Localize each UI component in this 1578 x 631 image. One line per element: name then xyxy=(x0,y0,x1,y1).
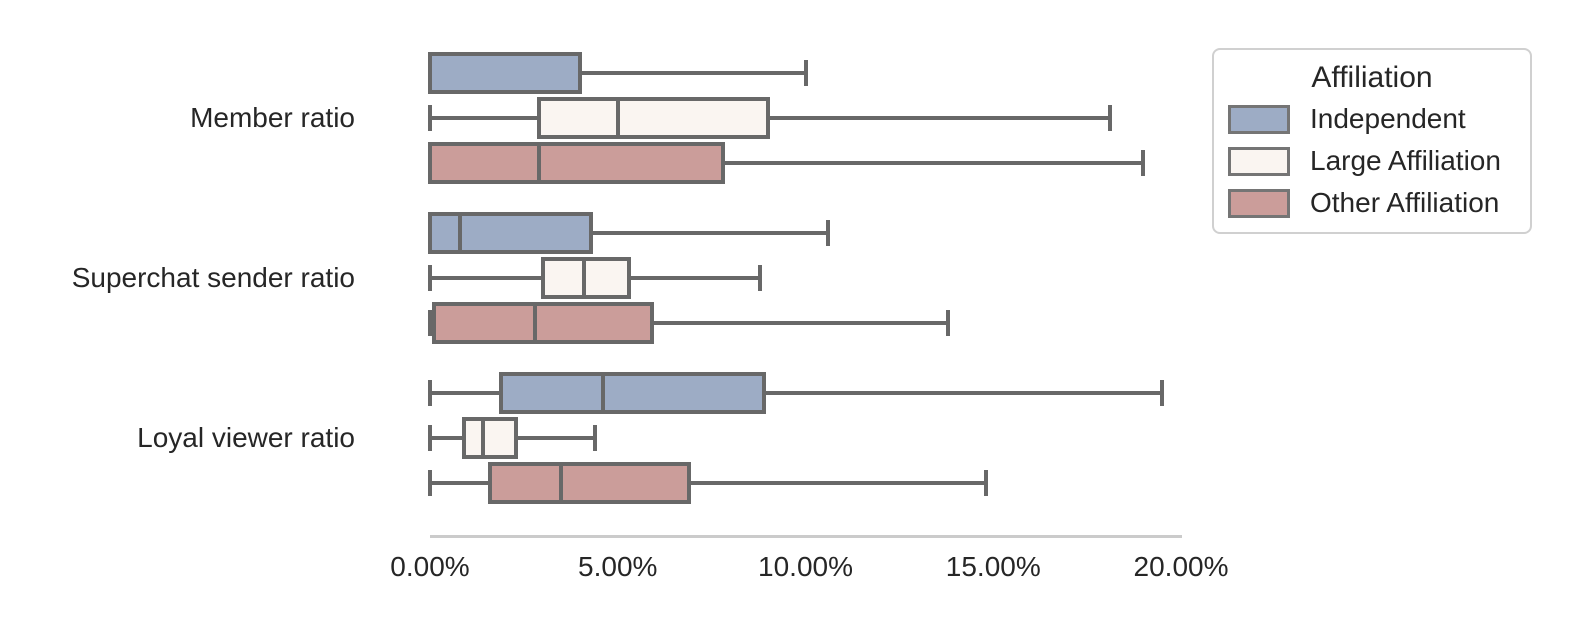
y-axis-label-superchat-sender-ratio: Superchat sender ratio xyxy=(71,262,355,293)
legend: Affiliation Independent Large Affiliatio… xyxy=(1212,48,1532,234)
x-tick-5: 5.00% xyxy=(578,551,658,582)
whisker-high-line xyxy=(651,321,949,325)
legend-swatch-independent xyxy=(1228,104,1290,134)
whisker-high-line xyxy=(722,161,1144,165)
whisker-high-cap xyxy=(803,60,808,86)
whisker-low-line xyxy=(430,276,543,280)
whisker-high-line xyxy=(629,276,761,280)
median-line xyxy=(559,462,564,504)
median-line xyxy=(615,97,620,139)
whisker-low-cap xyxy=(428,425,432,451)
whisker-low-cap xyxy=(428,310,432,336)
y-axis-label-member-ratio: Member ratio xyxy=(190,102,355,133)
whisker-high-cap xyxy=(593,425,598,451)
whisker-high-line xyxy=(591,231,829,235)
whisker-low-cap xyxy=(428,105,432,131)
y-axis-label-loyal-viewer-ratio: Loyal viewer ratio xyxy=(137,422,355,453)
whisker-high-cap xyxy=(1160,380,1165,406)
legend-item-independent: Independent xyxy=(1228,98,1516,140)
x-tick-15: 15.00% xyxy=(945,551,1041,582)
legend-swatch-other-affiliation xyxy=(1228,188,1290,218)
box-independent xyxy=(428,212,594,254)
whisker-high-cap xyxy=(826,220,831,246)
legend-item-other-affiliation: Other Affiliation xyxy=(1228,182,1516,224)
x-tick-20: 20.00% xyxy=(1133,551,1229,582)
box-other-affiliation xyxy=(431,302,654,344)
whisker-high-line xyxy=(580,71,806,75)
box-other-affiliation xyxy=(428,142,725,184)
median-line xyxy=(533,302,538,344)
x-tick-0: 0.00% xyxy=(390,551,470,582)
median-line xyxy=(600,372,605,414)
whisker-high-line xyxy=(767,116,1110,120)
whisker-high-cap xyxy=(946,310,951,336)
whisker-low-line xyxy=(430,116,539,120)
box-large-affiliation xyxy=(536,97,770,139)
whisker-high-cap xyxy=(1107,105,1112,131)
box-large-affiliation xyxy=(461,417,519,459)
whisker-high-line xyxy=(689,481,986,485)
whisker-high-cap xyxy=(758,265,763,291)
x-tick-10: 10.00% xyxy=(758,551,853,582)
whisker-high-cap xyxy=(983,470,988,496)
whisker-high-line xyxy=(764,391,1163,395)
median-line xyxy=(480,417,485,459)
whisker-high-line xyxy=(516,436,596,440)
legend-swatch-large-affiliation xyxy=(1228,146,1290,176)
whisker-high-cap xyxy=(1141,150,1146,176)
box-other-affiliation xyxy=(488,462,692,504)
legend-item-large-affiliation: Large Affiliation xyxy=(1228,140,1516,182)
median-line xyxy=(581,257,586,299)
whisker-low-line xyxy=(430,391,502,395)
legend-label-other-affiliation: Other Affiliation xyxy=(1310,187,1500,218)
legend-label-large-affiliation: Large Affiliation xyxy=(1310,145,1501,176)
whisker-low-line xyxy=(430,436,464,440)
median-line xyxy=(536,142,541,184)
whisker-low-cap xyxy=(428,470,432,496)
box-independent xyxy=(428,52,583,94)
whisker-low-cap xyxy=(428,265,432,291)
median-line xyxy=(428,52,432,94)
legend-label-independent: Independent xyxy=(1310,103,1466,134)
x-axis-line xyxy=(430,535,1182,538)
box-independent xyxy=(499,372,767,414)
legend-title: Affiliation xyxy=(1311,61,1433,94)
whisker-low-line xyxy=(430,481,491,485)
median-line xyxy=(458,212,463,254)
whisker-low-cap xyxy=(428,380,432,406)
